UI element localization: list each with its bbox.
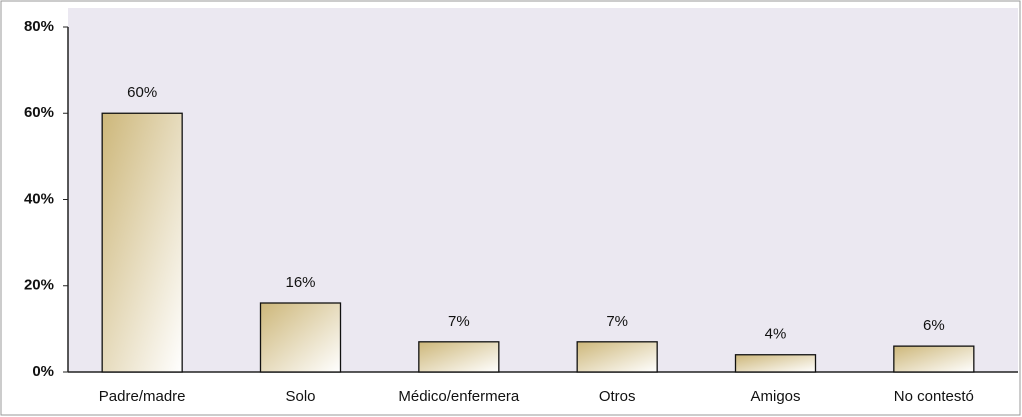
value-label: 4% xyxy=(765,326,787,343)
y-tick-label: 20% xyxy=(24,277,54,294)
bar xyxy=(101,112,183,373)
value-label: 16% xyxy=(285,274,315,291)
bar xyxy=(893,345,975,373)
bar xyxy=(576,341,658,373)
bar xyxy=(418,341,500,373)
bar xyxy=(734,354,817,373)
x-tick-label: Amigos xyxy=(750,388,800,405)
value-label: 6% xyxy=(923,317,945,334)
x-tick-label: Solo xyxy=(285,388,315,405)
bar xyxy=(259,302,342,373)
y-tick-label: 40% xyxy=(24,190,54,207)
value-label: 7% xyxy=(448,313,470,330)
value-label: 7% xyxy=(606,313,628,330)
x-tick-label: No contestó xyxy=(894,388,974,405)
plot-area xyxy=(68,8,1018,372)
y-tick-label: 0% xyxy=(32,363,54,380)
value-label: 60% xyxy=(127,84,157,101)
x-tick-label: Padre/madre xyxy=(99,388,186,405)
y-tick-label: 80% xyxy=(24,18,54,35)
x-tick-label: Médico/enfermera xyxy=(398,388,520,405)
y-tick-label: 60% xyxy=(24,104,54,121)
x-tick-label: Otros xyxy=(599,388,636,405)
